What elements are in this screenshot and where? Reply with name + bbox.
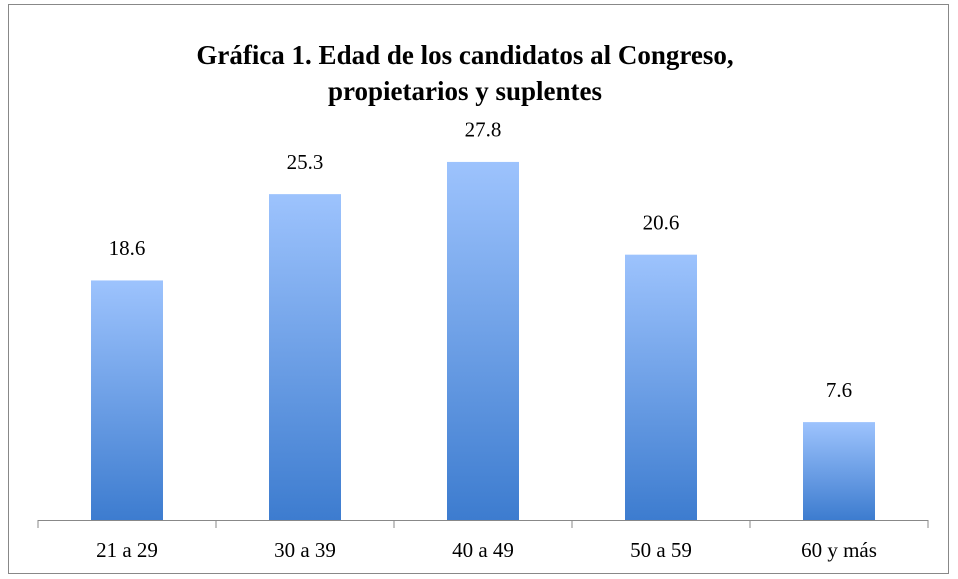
bar	[447, 161, 519, 520]
data-label: 7.6	[826, 378, 852, 402]
x-tick-label: 60 y más	[801, 538, 877, 562]
bar	[269, 194, 341, 521]
x-tick-label: 21 a 29	[96, 538, 158, 562]
data-label: 25.3	[287, 150, 324, 174]
data-label: 20.6	[643, 210, 680, 234]
bar	[91, 280, 163, 520]
x-tick-label: 40 a 49	[452, 538, 514, 562]
chart-title: Gráfica 1. Edad de los candidatos al Con…	[196, 40, 733, 70]
x-tick-label: 50 a 59	[630, 538, 692, 562]
x-tick-label: 30 a 39	[274, 538, 336, 562]
bar	[625, 254, 697, 520]
chart-title: propietarios y suplentes	[328, 76, 602, 106]
data-label: 18.6	[109, 236, 146, 260]
data-label: 27.8	[465, 118, 502, 142]
bar	[803, 422, 875, 520]
